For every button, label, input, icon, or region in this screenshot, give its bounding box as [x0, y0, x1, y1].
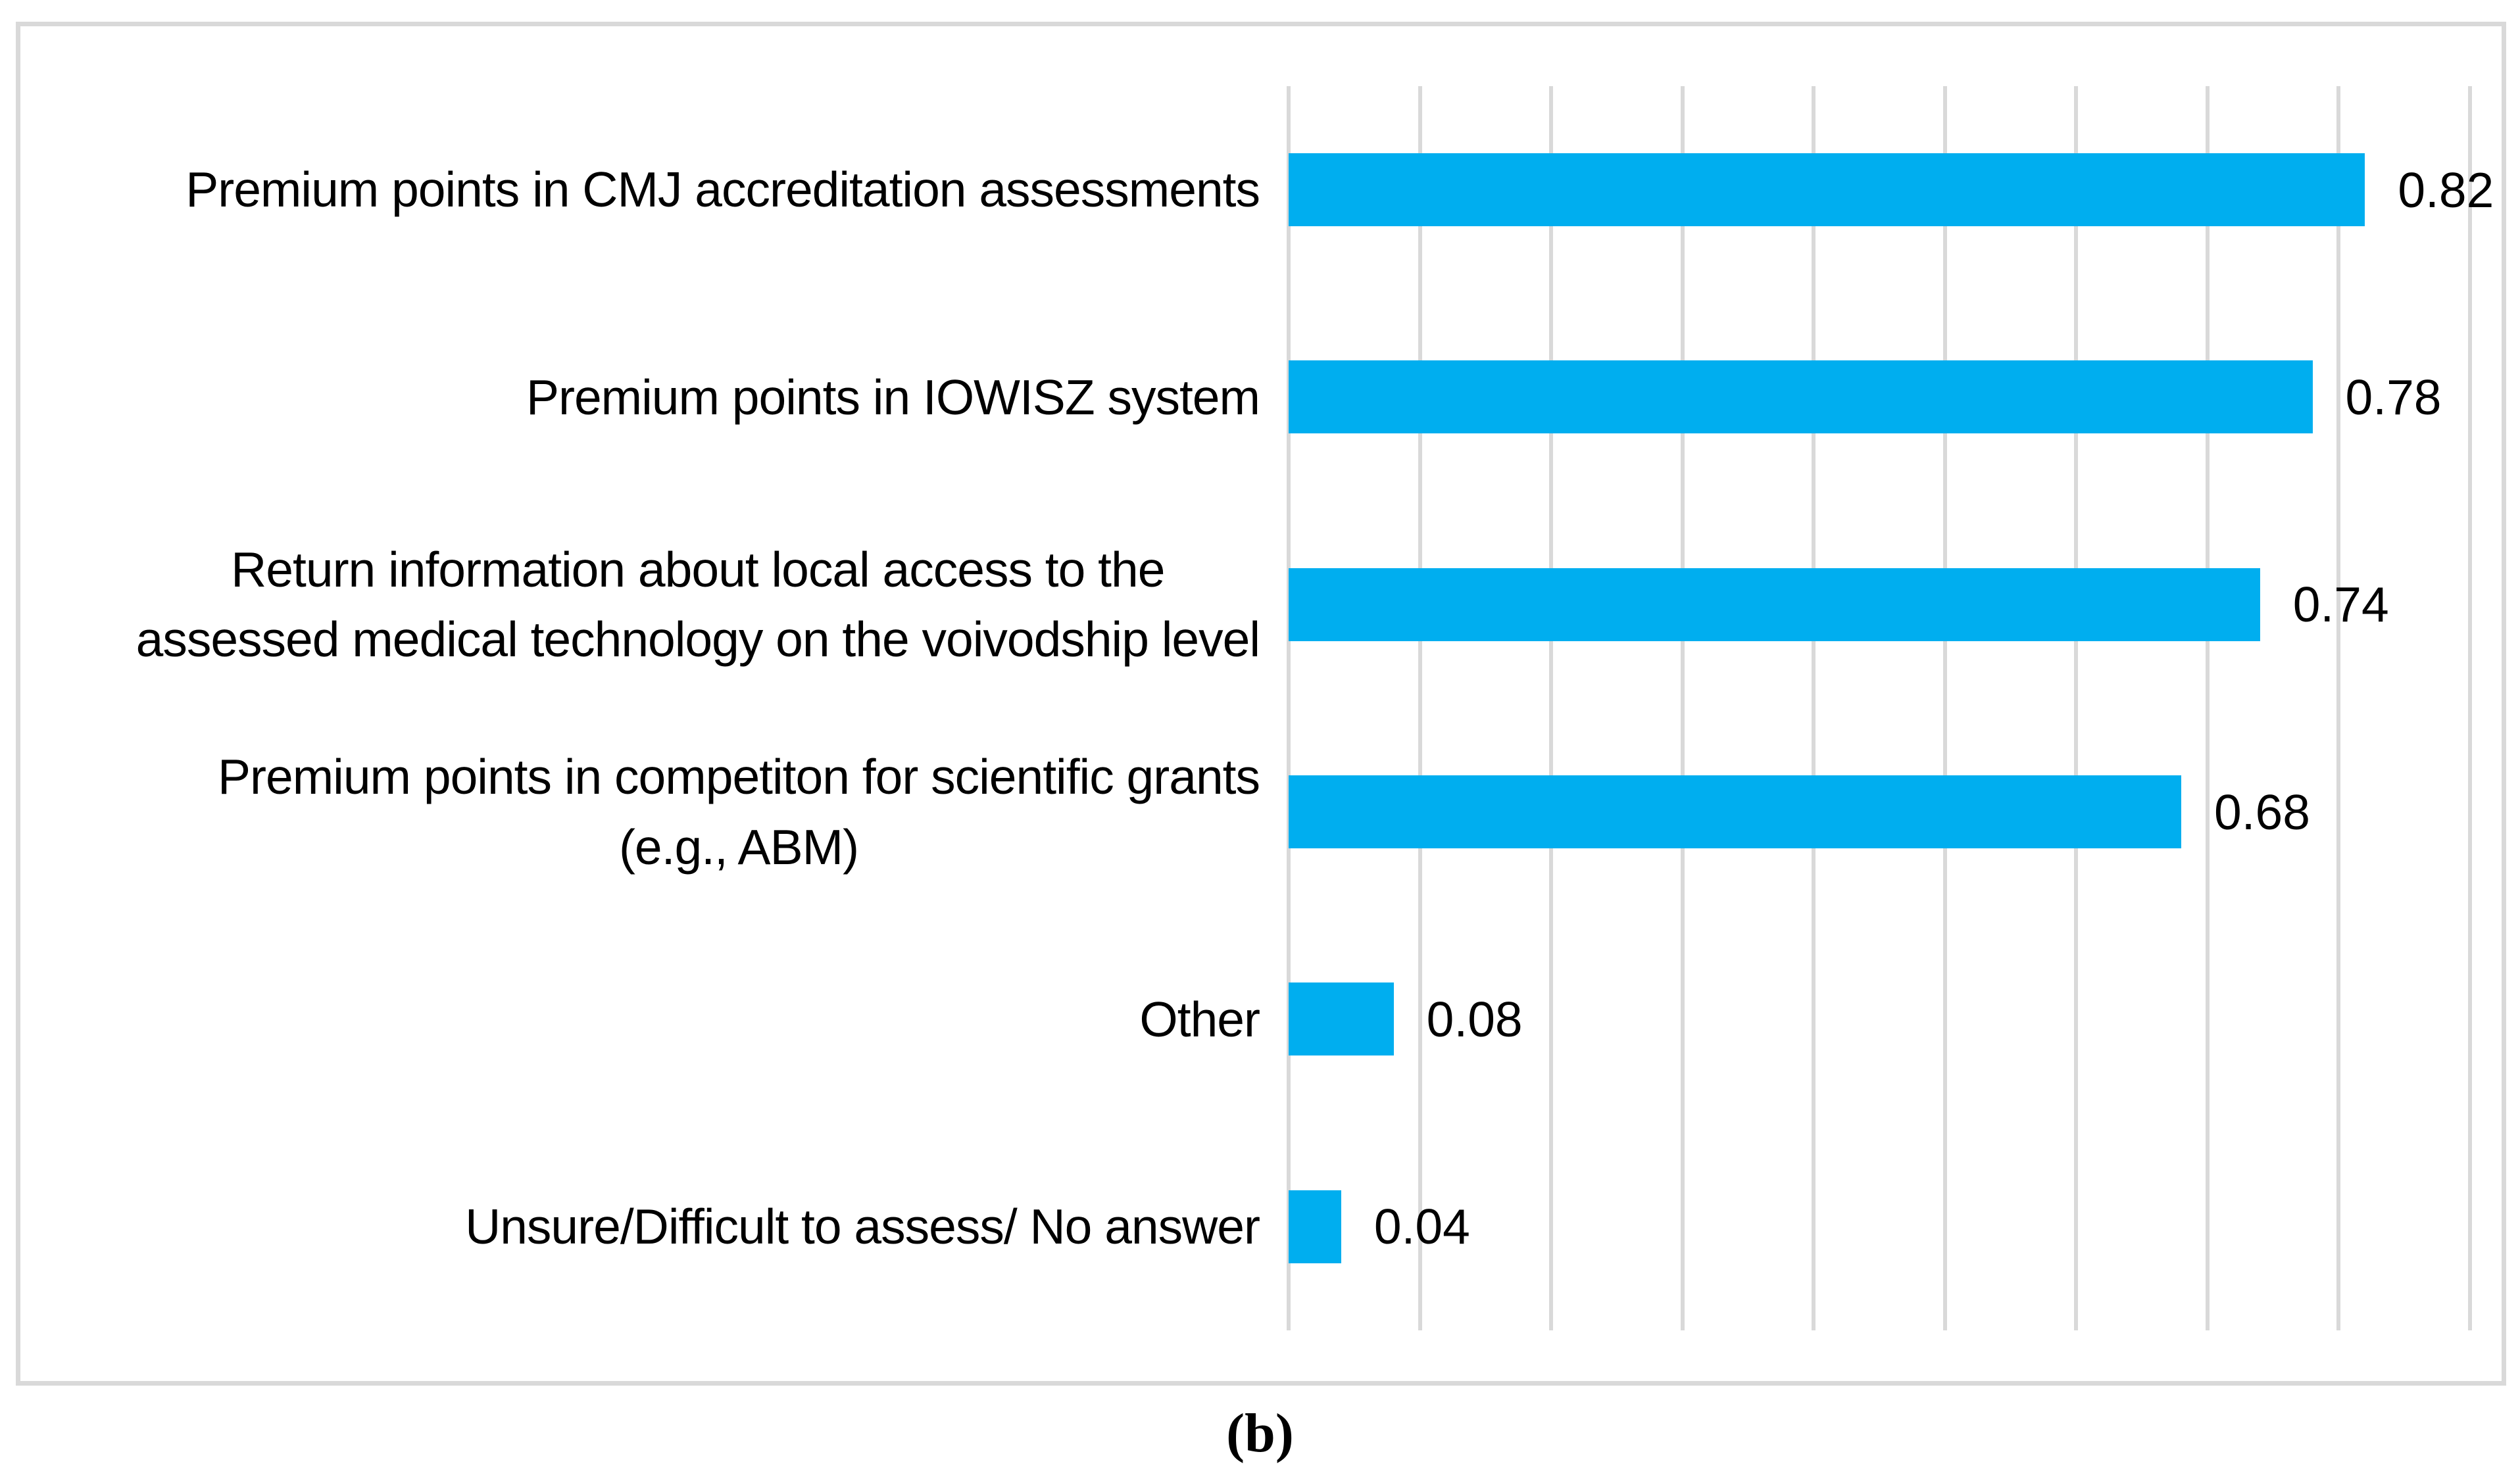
gridline	[1812, 86, 1816, 1330]
bar	[1289, 360, 2313, 434]
category-label: Premium points in IOWISZ system	[30, 362, 1289, 433]
category-label-text: Unsure/Difficult to assess/ No answer	[465, 1199, 1260, 1255]
gridline	[2205, 86, 2210, 1330]
gridline	[1287, 86, 1291, 1330]
bar-row: Unsure/Difficult to assess/ No answer 0.…	[30, 1123, 2470, 1330]
category-label: Unsure/Difficult to assess/ No answer	[30, 1192, 1289, 1262]
bar-zone: 0.82	[1289, 86, 2494, 293]
category-label-text: Premium points in competiton for scienti…	[218, 749, 1260, 875]
gridline	[1418, 86, 1422, 1330]
bar-row: Other 0.08	[30, 915, 2470, 1123]
bar-row: Return information about local access to…	[30, 501, 2470, 708]
bar	[1289, 568, 2260, 641]
category-label-text: Return information about local access to…	[136, 541, 1260, 667]
figure-caption: (b)	[1226, 1403, 1294, 1464]
value-label: 0.78	[2345, 369, 2442, 425]
gridline	[2468, 86, 2472, 1330]
gridline	[1680, 86, 1685, 1330]
bar	[1289, 982, 1394, 1056]
value-label: 0.68	[2213, 784, 2310, 840]
gridline	[2074, 86, 2079, 1330]
bar-zone: 0.08	[1289, 915, 2470, 1123]
category-label: Premium points in competiton for scienti…	[30, 742, 1289, 882]
value-label: 0.82	[2398, 162, 2494, 218]
bar-zone: 0.74	[1289, 501, 2470, 708]
bar	[1289, 775, 2181, 849]
bar-row: Premium points in IOWISZ system 0.78	[30, 293, 2470, 500]
value-label: 0.08	[1426, 991, 1523, 1047]
value-label: 0.74	[2292, 577, 2389, 633]
category-label-text: Other	[1139, 991, 1260, 1047]
bar-row: Premium points in competiton for scienti…	[30, 708, 2470, 915]
bar-zone: 0.78	[1289, 293, 2470, 500]
bar	[1289, 1190, 1341, 1263]
category-label-text: Premium points in CMJ accreditation asse…	[185, 162, 1260, 218]
bar	[1289, 153, 2365, 227]
gridline	[2336, 86, 2341, 1330]
plot-area	[1287, 86, 2472, 1330]
category-label: Return information about local access to…	[30, 535, 1289, 675]
category-label: Other	[30, 984, 1289, 1055]
bar-rows: Premium points in CMJ accreditation asse…	[30, 86, 2494, 1330]
bar-row: Premium points in CMJ accreditation asse…	[30, 86, 2494, 293]
gridline	[1942, 86, 1947, 1330]
bar-zone: 0.04	[1289, 1123, 2470, 1330]
bar-zone: 0.68	[1289, 708, 2470, 915]
chart-frame: Premium points in CMJ accreditation asse…	[16, 22, 2506, 1386]
category-label-text: Premium points in IOWISZ system	[526, 369, 1260, 425]
gridline	[1549, 86, 1554, 1330]
category-label: Premium points in CMJ accreditation asse…	[30, 155, 1289, 225]
value-label: 0.04	[1373, 1199, 1470, 1255]
